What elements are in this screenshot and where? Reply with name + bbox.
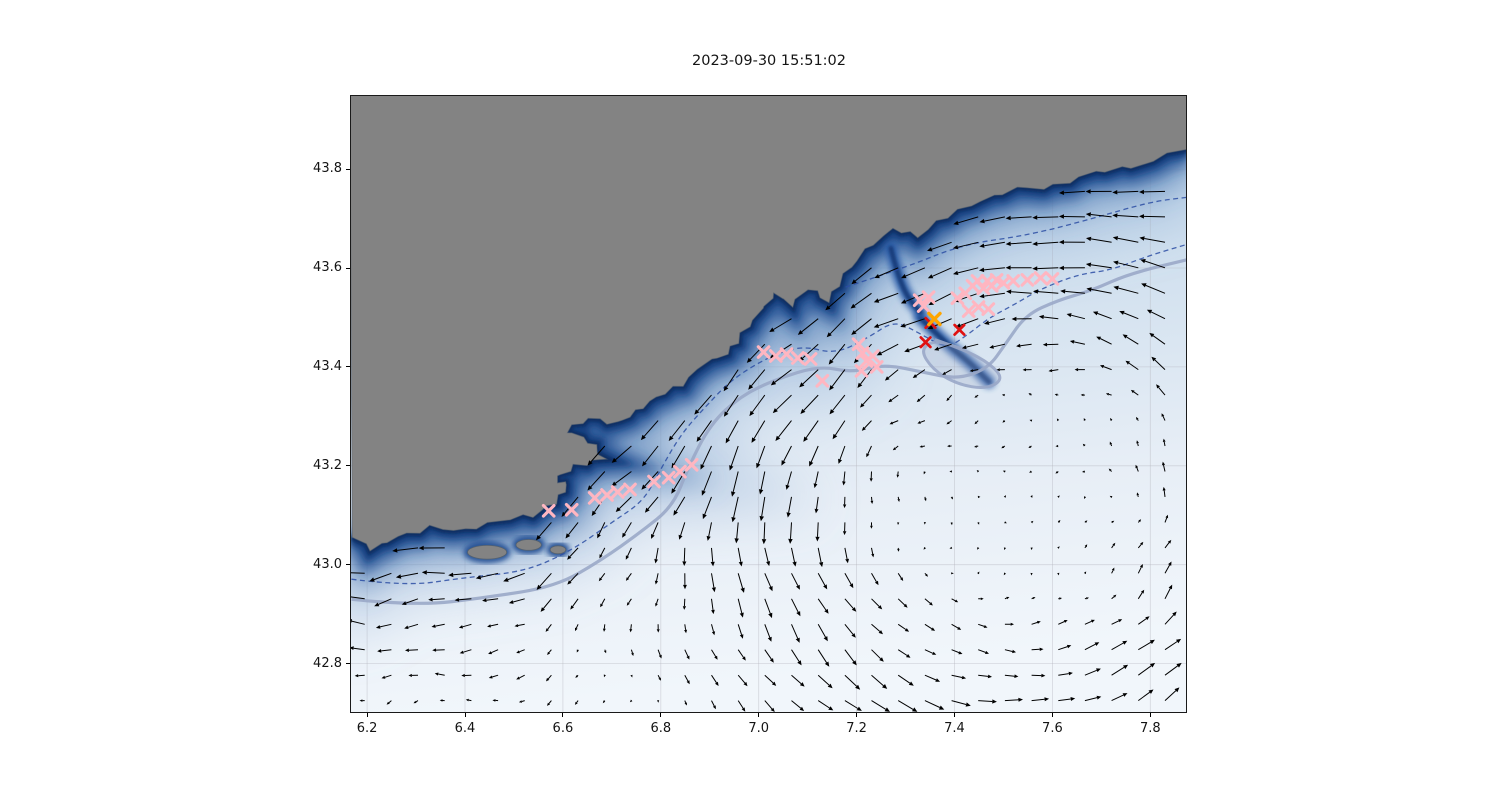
x-tick-label: 6.4	[454, 721, 476, 736]
y-tick-mark	[346, 168, 350, 170]
x-tick-mark	[954, 713, 955, 717]
land-layer	[350, 95, 1187, 560]
y-tick-label: 43.4	[313, 358, 342, 374]
map-plot-area	[350, 95, 1187, 713]
x-tick-mark	[464, 713, 466, 717]
plot-border	[350, 95, 1187, 713]
y-tick-mark	[346, 663, 350, 665]
figure-title: 2023-09-30 15:51:02	[692, 53, 846, 69]
contour-layer	[351, 196, 1187, 605]
y-tick-mark	[346, 564, 350, 566]
x-tick-label: 7.6	[1042, 721, 1063, 736]
map-svg	[350, 95, 1187, 713]
x-tick-mark	[758, 713, 760, 717]
x-tick-label: 6.2	[356, 721, 378, 736]
orange-x-marker	[927, 311, 942, 327]
y-tick-label: 43.6	[313, 260, 342, 275]
pink-x-markers	[541, 271, 1060, 518]
x-tick-mark	[660, 713, 662, 717]
x-tick-mark	[1051, 713, 1053, 717]
y-tick-mark	[346, 465, 350, 467]
x-tick-label: 7.0	[748, 721, 770, 736]
y-tick-label: 43.0	[313, 556, 342, 572]
x-tick-label: 6.8	[650, 721, 672, 736]
x-tick-mark	[562, 713, 564, 717]
x-tick-label: 7.8	[1139, 721, 1161, 736]
y-tick-mark	[346, 267, 350, 269]
x-tick-label: 6.6	[552, 721, 574, 736]
y-tick-mark	[346, 366, 350, 368]
y-tick-label: 42.8	[313, 655, 342, 671]
x-tick-mark	[1149, 713, 1151, 717]
quiver-layer	[350, 189, 1182, 712]
x-tick-mark	[366, 713, 368, 717]
y-tick-label: 43.2	[313, 457, 342, 473]
x-tick-mark	[856, 713, 858, 717]
y-tick-label: 43.8	[313, 161, 342, 177]
x-tick-label: 7.4	[944, 721, 965, 736]
x-tick-label: 7.2	[846, 721, 867, 736]
